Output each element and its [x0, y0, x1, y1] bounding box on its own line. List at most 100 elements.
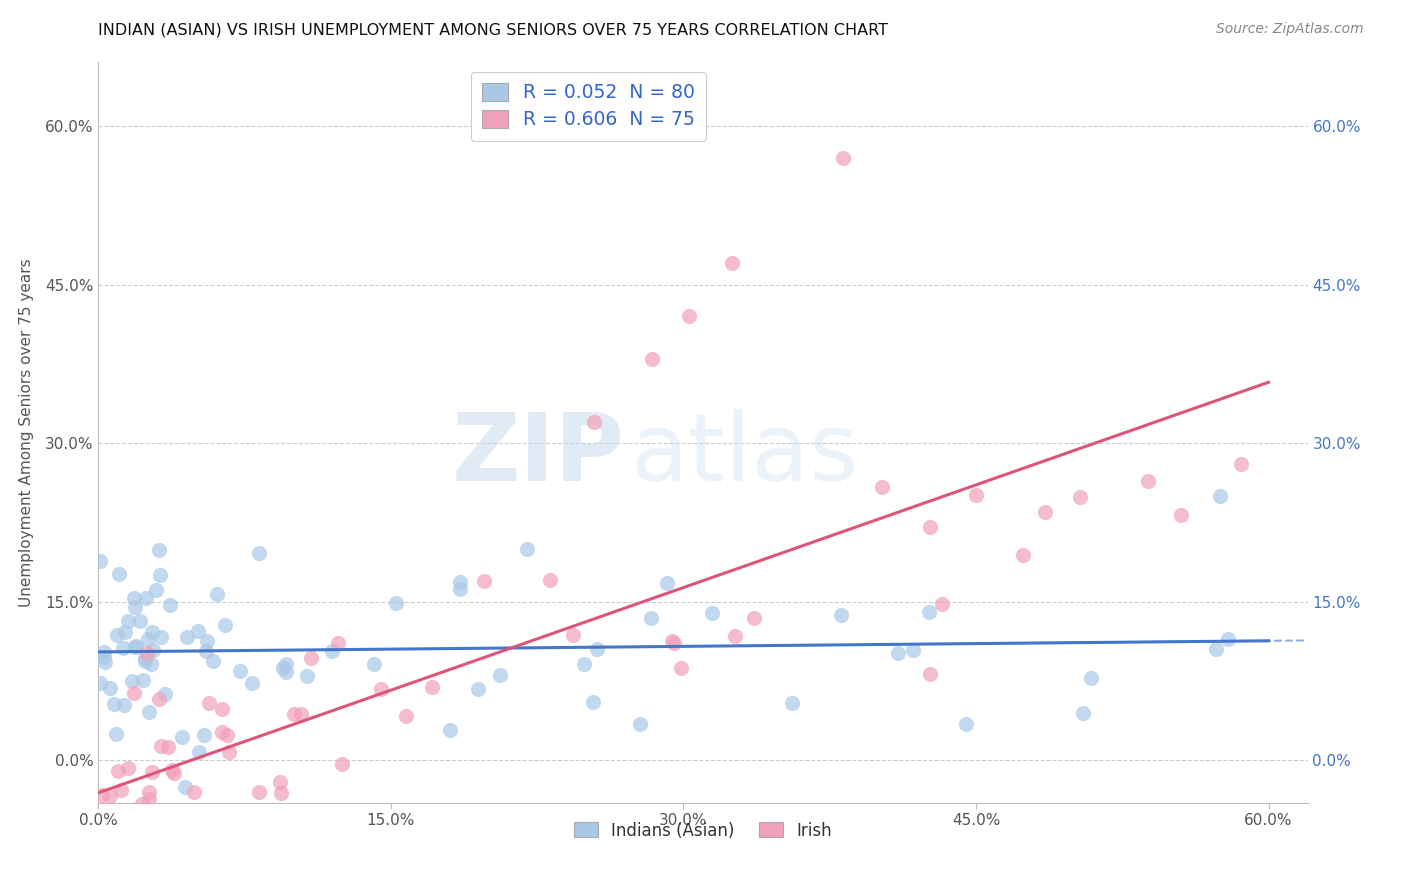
Point	[132, 806, 155, 821]
Point	[91, 806, 114, 821]
Point	[724, 629, 747, 643]
Point	[122, 803, 145, 817]
Point	[93, 806, 115, 821]
Point	[516, 541, 538, 556]
Point	[114, 625, 136, 640]
Point	[572, 657, 595, 672]
Point	[195, 633, 218, 648]
Point	[917, 605, 939, 619]
Point	[117, 614, 139, 628]
Point	[290, 707, 312, 722]
Point	[217, 728, 239, 742]
Point	[1137, 474, 1160, 488]
Point	[561, 628, 583, 642]
Point	[274, 665, 297, 679]
Point	[108, 806, 131, 821]
Point	[103, 697, 125, 711]
Point	[125, 639, 148, 653]
Text: atlas: atlas	[630, 409, 859, 500]
Point	[136, 632, 159, 647]
Point	[141, 765, 163, 780]
Point	[173, 780, 195, 795]
Point	[240, 676, 263, 690]
Point	[122, 685, 145, 699]
Point	[187, 806, 209, 821]
Point	[678, 310, 700, 324]
Point	[370, 682, 392, 697]
Point	[870, 480, 893, 494]
Point	[149, 739, 172, 754]
Point	[669, 661, 692, 675]
Point	[170, 730, 193, 744]
Point	[139, 657, 162, 672]
Point	[105, 727, 128, 741]
Point	[1012, 548, 1035, 562]
Point	[93, 650, 115, 665]
Point	[700, 607, 723, 621]
Point	[201, 654, 224, 668]
Point	[124, 640, 146, 654]
Point	[195, 644, 218, 658]
Point	[91, 788, 114, 802]
Point	[1071, 706, 1094, 721]
Point	[269, 775, 291, 789]
Point	[134, 654, 156, 668]
Point	[664, 636, 686, 650]
Point	[247, 785, 270, 799]
Point	[297, 669, 319, 683]
Point	[330, 756, 353, 771]
Point	[112, 698, 135, 712]
Point	[218, 745, 240, 759]
Point	[103, 806, 125, 821]
Point	[229, 664, 252, 678]
Point	[89, 675, 111, 690]
Point	[449, 574, 471, 589]
Point	[111, 640, 134, 655]
Point	[472, 574, 495, 589]
Point	[105, 627, 128, 641]
Point	[1209, 489, 1232, 503]
Point	[163, 765, 186, 780]
Point	[582, 695, 605, 709]
Point	[955, 717, 977, 731]
Point	[641, 351, 664, 366]
Point	[274, 657, 297, 672]
Point	[1170, 508, 1192, 523]
Point	[160, 763, 183, 777]
Y-axis label: Unemployment Among Seniors over 75 years: Unemployment Among Seniors over 75 years	[18, 259, 34, 607]
Point	[153, 687, 176, 701]
Point	[205, 587, 228, 601]
Point	[661, 633, 683, 648]
Point	[187, 745, 209, 759]
Point	[149, 568, 172, 582]
Point	[655, 575, 678, 590]
Point	[1069, 490, 1091, 504]
Point	[163, 803, 186, 817]
Point	[1230, 457, 1253, 471]
Point	[247, 546, 270, 560]
Point	[117, 761, 139, 775]
Point	[176, 630, 198, 644]
Point	[135, 646, 157, 660]
Point	[586, 641, 609, 656]
Text: ZIP: ZIP	[451, 409, 624, 500]
Point	[1216, 632, 1239, 646]
Point	[121, 673, 143, 688]
Point	[183, 785, 205, 799]
Point	[439, 723, 461, 737]
Point	[720, 256, 742, 270]
Point	[108, 566, 131, 581]
Point	[198, 696, 221, 710]
Point	[1205, 642, 1227, 657]
Point	[186, 624, 208, 639]
Point	[156, 740, 179, 755]
Point	[420, 680, 443, 694]
Point	[1033, 505, 1056, 519]
Point	[131, 797, 153, 811]
Point	[271, 806, 294, 821]
Point	[832, 151, 855, 165]
Point	[129, 614, 152, 628]
Point	[640, 611, 662, 625]
Point	[394, 708, 416, 723]
Point	[363, 657, 385, 671]
